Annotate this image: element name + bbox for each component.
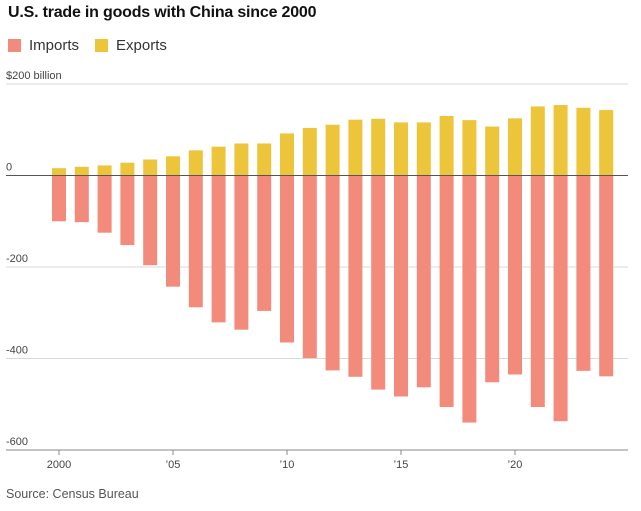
export-bar-2012: [325, 124, 340, 176]
y-tick-label: $200 billion: [6, 70, 62, 82]
import-bar-2008: [234, 175, 249, 330]
legend-item-exports: Exports: [95, 37, 167, 54]
export-bar-2022: [553, 105, 568, 176]
export-bar-2017: [439, 116, 454, 176]
y-tick-label: 0: [6, 162, 12, 174]
import-bar-2007: [211, 175, 226, 323]
export-bar-2001: [74, 166, 89, 176]
import-bar-2013: [348, 175, 363, 377]
import-bar-2021: [530, 175, 545, 407]
export-bar-2018: [462, 120, 477, 176]
y-tick-label: -600: [6, 436, 28, 448]
export-bar-2015: [394, 122, 408, 176]
import-bar-2002: [97, 175, 112, 233]
export-bar-2007: [211, 146, 226, 176]
import-bar-2006: [188, 175, 203, 308]
x-tick-label: ’20: [508, 459, 523, 471]
legend-label-exports: Exports: [116, 37, 167, 54]
import-bar-2011: [302, 175, 317, 359]
legend-swatch-imports: [8, 39, 21, 52]
export-bar-2000: [52, 168, 66, 176]
export-bar-2020: [508, 118, 522, 176]
import-bar-2024: [599, 175, 614, 377]
import-bar-2009: [257, 175, 272, 311]
legend-label-imports: Imports: [29, 37, 80, 54]
export-bar-2006: [188, 150, 203, 176]
import-bar-2004: [143, 175, 158, 266]
import-bar-2001: [74, 175, 89, 223]
y-tick-label: -200: [6, 253, 28, 265]
export-bar-2008: [234, 143, 249, 176]
import-bar-2020: [508, 175, 522, 375]
import-bar-2015: [394, 175, 408, 397]
export-bar-2011: [302, 127, 317, 176]
legend-item-imports: Imports: [8, 37, 79, 54]
import-bar-2014: [371, 175, 386, 390]
import-bar-2022: [553, 175, 568, 422]
export-bar-2004: [143, 159, 158, 176]
export-bar-2014: [371, 118, 386, 176]
export-bar-2003: [120, 162, 135, 176]
y-tick-label: -400: [6, 345, 28, 357]
import-bar-2023: [576, 175, 591, 371]
import-bar-2005: [166, 175, 180, 287]
x-tick-label: ’05: [166, 459, 181, 471]
export-bar-2002: [97, 165, 112, 176]
import-bar-2018: [462, 175, 477, 423]
chart-title: U.S. trade in goods with China since 200…: [8, 4, 317, 21]
import-bar-2003: [120, 175, 135, 246]
source-note: Source: Census Bureau: [6, 487, 139, 501]
export-bar-2013: [348, 119, 363, 176]
import-bar-2016: [416, 175, 431, 388]
import-bar-2012: [325, 175, 340, 371]
export-bar-2023: [576, 107, 591, 176]
export-bar-2021: [530, 106, 545, 176]
import-bar-2017: [439, 175, 454, 407]
legend-swatch-exports: [95, 39, 109, 52]
export-bar-2005: [166, 156, 180, 176]
export-bar-2019: [485, 126, 500, 176]
export-bar-2009: [257, 143, 272, 176]
x-tick-label: ’15: [394, 459, 409, 471]
legend: Imports Exports: [8, 37, 183, 54]
import-bar-2010: [280, 175, 294, 343]
x-tick-label: ’10: [280, 459, 295, 471]
import-bar-2019: [485, 175, 500, 383]
export-bar-2010: [280, 133, 294, 176]
export-bar-2016: [416, 122, 431, 176]
x-tick-label: 2000: [47, 459, 71, 471]
export-bar-2024: [599, 110, 614, 176]
import-bar-2000: [52, 175, 66, 222]
